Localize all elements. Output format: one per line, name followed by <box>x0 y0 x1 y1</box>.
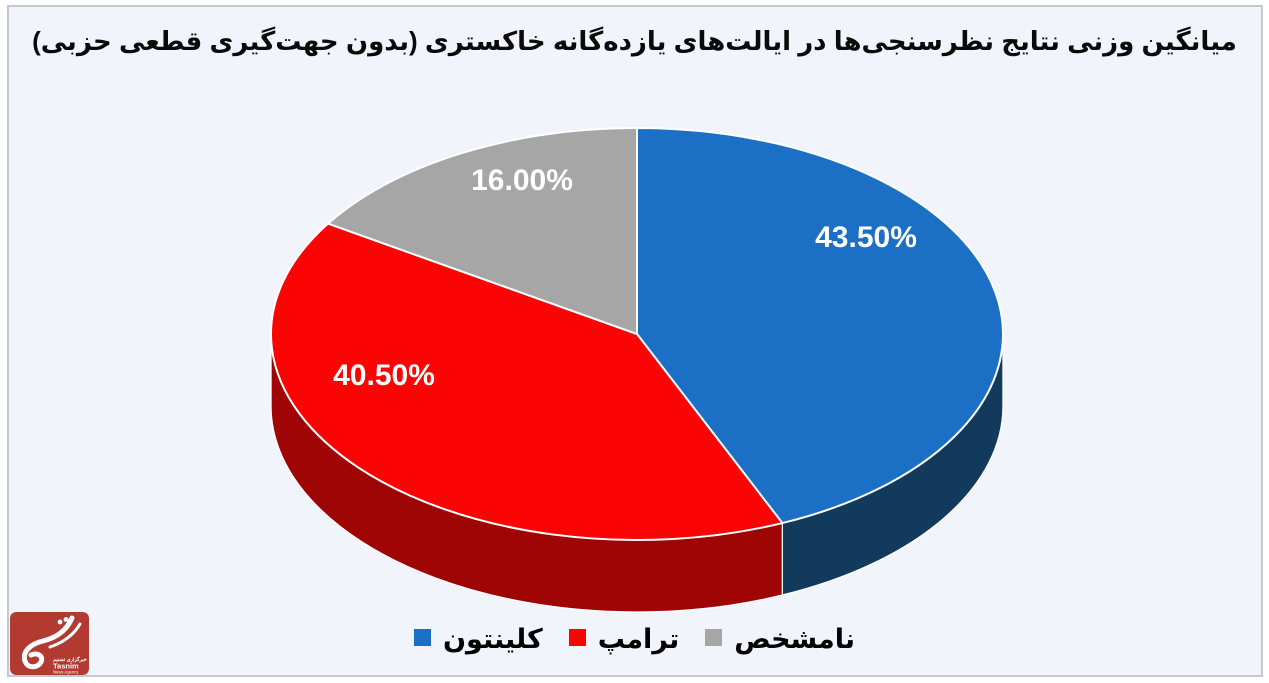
pie-slice-clinton <box>636 127 1004 525</box>
legend-label-clinton: کلینتون <box>442 624 543 654</box>
legend-marker-clinton <box>413 629 431 646</box>
legend-marker-trump <box>568 629 586 646</box>
tasnim-logo: خبرگزاری تسنیم Tasnim News Agency <box>10 612 89 675</box>
pie-label-clinton: 43.50% <box>815 221 917 254</box>
pie-slice-unknown <box>326 127 638 335</box>
legend-marker-unknown <box>705 629 723 646</box>
svg-text:News Agency: News Agency <box>53 670 79 675</box>
legend-item-unknown: نامشخص <box>705 624 855 654</box>
tasnim-logo-icon: خبرگزاری تسنیم Tasnim News Agency <box>10 612 89 675</box>
chart-title: میانگین وزنی نتایج نظرسنجی‌ها در ایالت‌ه… <box>32 26 1237 56</box>
pie-label-unknown: 16.00% <box>471 164 573 197</box>
legend-label-unknown: نامشخص <box>734 624 856 654</box>
svg-text:خبرگزاری تسنیم: خبرگزاری تسنیم <box>53 656 87 663</box>
legend-item-clinton: کلینتون <box>413 624 543 654</box>
pie-label-trump: 40.50% <box>333 359 435 392</box>
legend-item-trump: ترامپ <box>568 624 680 654</box>
chart-legend: کلینتون ترامپ نامشخص <box>0 624 1269 676</box>
svg-text:Tasnim: Tasnim <box>53 662 79 671</box>
legend-label-trump: ترامپ <box>597 624 680 654</box>
pie-slice-trump <box>270 222 784 541</box>
